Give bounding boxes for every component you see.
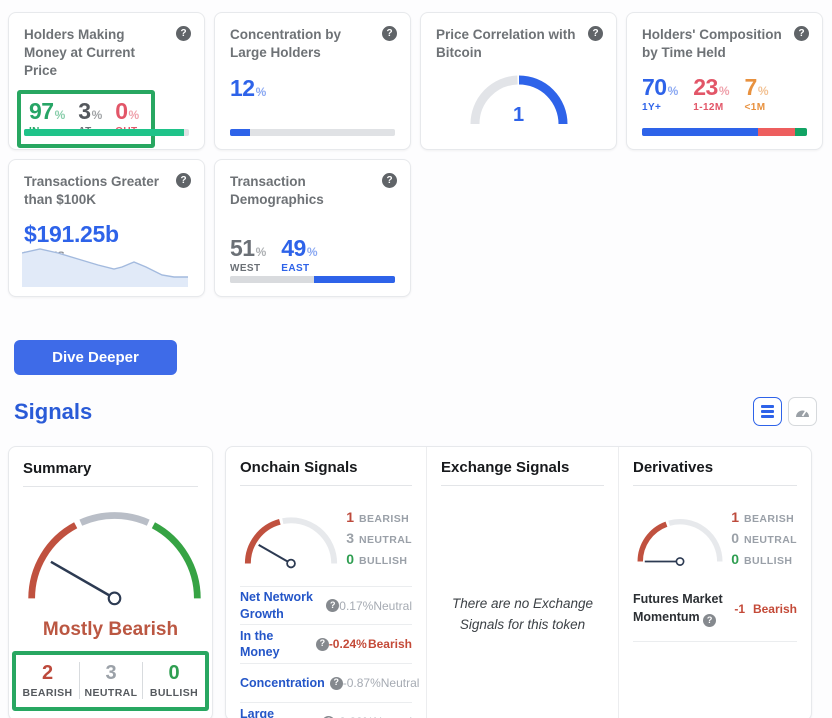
card-title: Price Correlation with Bitcoin xyxy=(436,27,576,61)
stat-east: 49% EAST xyxy=(281,235,318,275)
help-icon[interactable]: ? xyxy=(382,26,397,41)
derivatives-gauge xyxy=(637,519,723,566)
signal-label: Futures Market Momentum ? xyxy=(633,590,733,628)
card-title: Holders Making Money at Current Price xyxy=(24,27,136,79)
card-holders-composition[interactable]: Holders' Composition by Time Held ? 70% … xyxy=(626,12,823,150)
summary-verdict: Mostly Bearish xyxy=(42,619,179,640)
onchain-signal-list: Net Network Growth? 0.17% Neutral In the… xyxy=(240,586,419,718)
signals-panels: Summary Mostly Bearish 2 BEARISH 3 NEUTR… xyxy=(8,446,812,718)
help-icon[interactable]: ? xyxy=(322,715,336,718)
derivatives-title: Derivatives xyxy=(633,459,797,486)
card-title: Transactions Greater than $100K xyxy=(24,174,160,208)
stat-1y: 70% 1Y+ xyxy=(642,74,679,114)
transactions-sparkline xyxy=(22,248,188,287)
stat-1-12m: 23% 1-12M xyxy=(693,74,730,114)
signal-row-net-network-growth[interactable]: Net Network Growth? 0.17% Neutral xyxy=(240,586,412,625)
concentration-bar xyxy=(230,129,395,136)
signal-row-large-transactions[interactable]: Large Transactions? -0.60% Neutral xyxy=(240,703,412,718)
card-concentration[interactable]: Concentration by Large Holders ? 12% xyxy=(214,12,411,150)
correlation-value: 1 xyxy=(512,104,525,127)
dive-deeper-button[interactable]: Dive Deeper xyxy=(14,340,177,375)
help-icon[interactable]: ? xyxy=(176,26,191,41)
card-holders-making-money[interactable]: Holders Making Money at Current Price ? … xyxy=(8,12,205,150)
derivatives-gauge-block: 1 BEARISH 0 NEUTRAL 0 BULLISH xyxy=(633,502,797,574)
help-icon[interactable]: ? xyxy=(176,173,191,188)
summary-panel: Summary Mostly Bearish 2 BEARISH 3 NEUTR… xyxy=(8,446,213,718)
signal-link[interactable]: In the Money? xyxy=(240,628,329,661)
signal-link[interactable]: Large Transactions? xyxy=(240,706,336,718)
list-view-toggle[interactable] xyxy=(753,397,782,426)
onchain-gauge xyxy=(244,517,338,569)
correlation-gauge: 1 xyxy=(436,66,601,135)
derivatives-legend: 1 BEARISH 0 NEUTRAL 0 BULLISH xyxy=(731,509,797,567)
help-icon[interactable]: ? xyxy=(315,637,329,651)
signals-header: Signals xyxy=(8,397,817,426)
in-the-money-bar xyxy=(24,129,189,136)
help-icon[interactable]: ? xyxy=(329,676,343,690)
help-icon[interactable]: ? xyxy=(794,26,809,41)
signal-row-futures-market-momentum[interactable]: Futures Market Momentum ? -1 Bearish xyxy=(633,590,797,643)
exchange-column: Exchange Signals There are no Exchange S… xyxy=(426,447,618,718)
highlight-box: 97% IN 3% AT 0% OUT xyxy=(17,89,156,148)
view-toggles xyxy=(753,397,817,426)
help-icon[interactable]: ? xyxy=(703,614,717,628)
stat-west: 51% WEST xyxy=(230,235,267,275)
demographics-bar xyxy=(230,276,395,283)
count-bearish: 2 BEARISH xyxy=(22,662,73,699)
count-neutral: 3 NEUTRAL xyxy=(79,662,142,699)
onchain-legend: 1 BEARISH 3 NEUTRAL 0 BULLISH xyxy=(346,509,412,567)
signals-detail-panel: Onchain Signals 1 BEARISH 3 NEUTRAL 0 BULLI… xyxy=(225,446,812,718)
card-large-transactions[interactable]: Transactions Greater than $100K ? $191.2… xyxy=(8,159,205,297)
stat-lt1m: 7% <1M xyxy=(744,74,769,114)
signal-link[interactable]: Net Network Growth? xyxy=(240,589,340,622)
card-title: Concentration by Large Holders xyxy=(230,27,342,61)
onchain-title: Onchain Signals xyxy=(240,459,412,486)
metrics-grid: Holders Making Money at Current Price ? … xyxy=(8,12,823,297)
list-view-icon xyxy=(761,405,774,418)
exchange-empty-message: There are no Exchange Signals for this t… xyxy=(451,596,594,632)
gauge-view-icon xyxy=(796,409,809,417)
derivatives-column: Derivatives 1 BEARISH 0 NEUTRAL 0 BULLISH xyxy=(618,447,811,718)
count-bullish: 0 BULLISH xyxy=(142,662,205,699)
onchain-gauge-block: 1 BEARISH 3 NEUTRAL 0 BULLISH xyxy=(240,502,412,574)
signal-link[interactable]: Concentration? xyxy=(240,675,343,691)
gauge-view-toggle[interactable] xyxy=(788,397,817,426)
onchain-column: Onchain Signals 1 BEARISH 3 NEUTRAL 0 BULLI… xyxy=(226,447,426,718)
exchange-title: Exchange Signals xyxy=(441,459,604,486)
card-title: Holders' Composition by Time Held xyxy=(642,27,782,61)
signal-row-concentration[interactable]: Concentration? -0.87% Neutral xyxy=(240,664,419,703)
summary-gauge xyxy=(28,512,201,606)
card-price-correlation[interactable]: Price Correlation with Bitcoin ? 1 xyxy=(420,12,617,150)
card-title: Transaction Demographics xyxy=(230,174,324,208)
help-icon[interactable]: ? xyxy=(588,26,603,41)
signal-row-in-the-money[interactable]: In the Money? -0.24% Bearish xyxy=(240,625,412,664)
signals-heading: Signals xyxy=(14,398,93,424)
card-transaction-demographics[interactable]: Transaction Demographics ? 51% WEST 49% … xyxy=(214,159,411,297)
help-icon[interactable]: ? xyxy=(326,599,340,612)
summary-counts-box: 2 BEARISH 3 NEUTRAL 0 BULLISH xyxy=(12,651,209,711)
summary-title: Summary xyxy=(23,460,198,487)
help-icon[interactable]: ? xyxy=(382,173,397,188)
gauge-arc xyxy=(470,75,567,125)
composition-bar xyxy=(642,128,807,136)
transactions-value: $191.25b xyxy=(24,221,119,248)
